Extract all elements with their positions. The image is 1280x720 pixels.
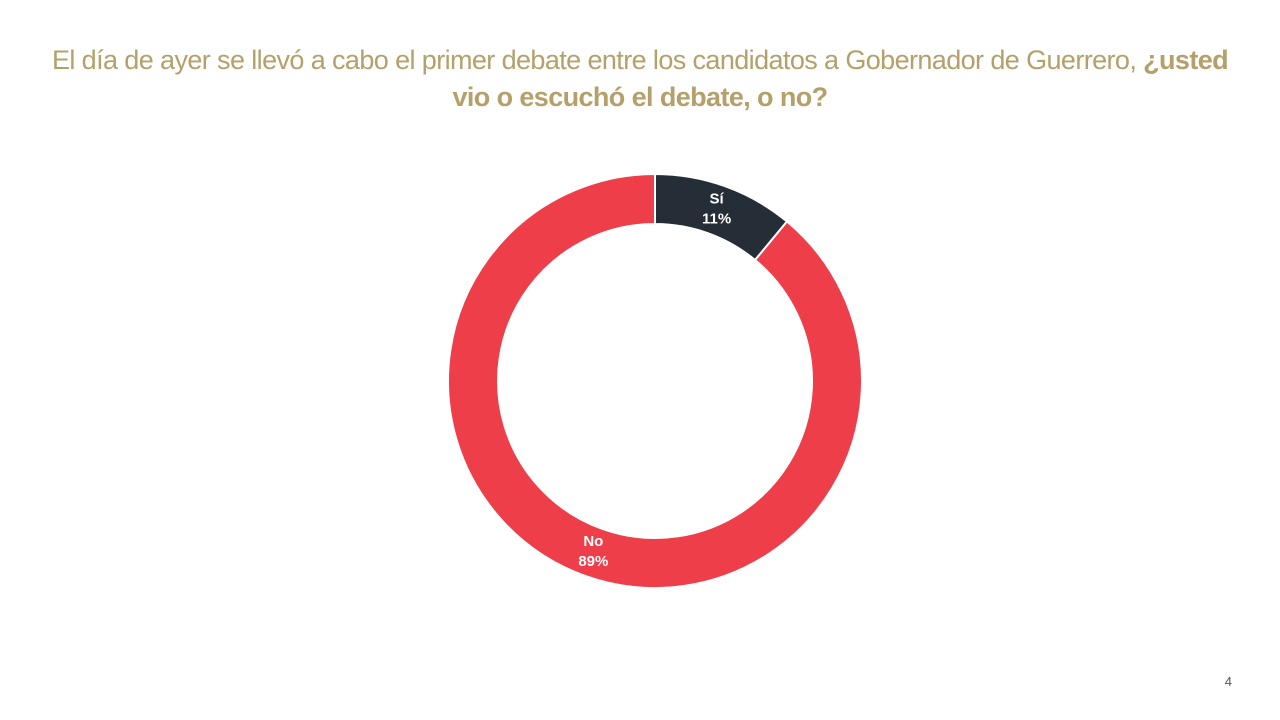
title-emphasis: ¿usted vio o escuchó el debate, o no? xyxy=(452,45,1229,112)
title-text: El día de ayer se llevó a cabo el primer… xyxy=(51,45,1144,75)
donut-segment xyxy=(447,172,863,589)
segment-value: 89% xyxy=(578,553,608,570)
segment-category: Sí xyxy=(710,191,725,208)
segment-category: No xyxy=(583,533,603,550)
segment-value: 11% xyxy=(702,211,731,228)
page-number: 4 xyxy=(1224,674,1232,689)
chart-title: El día de ayer se llevó a cabo el primer… xyxy=(40,42,1240,116)
